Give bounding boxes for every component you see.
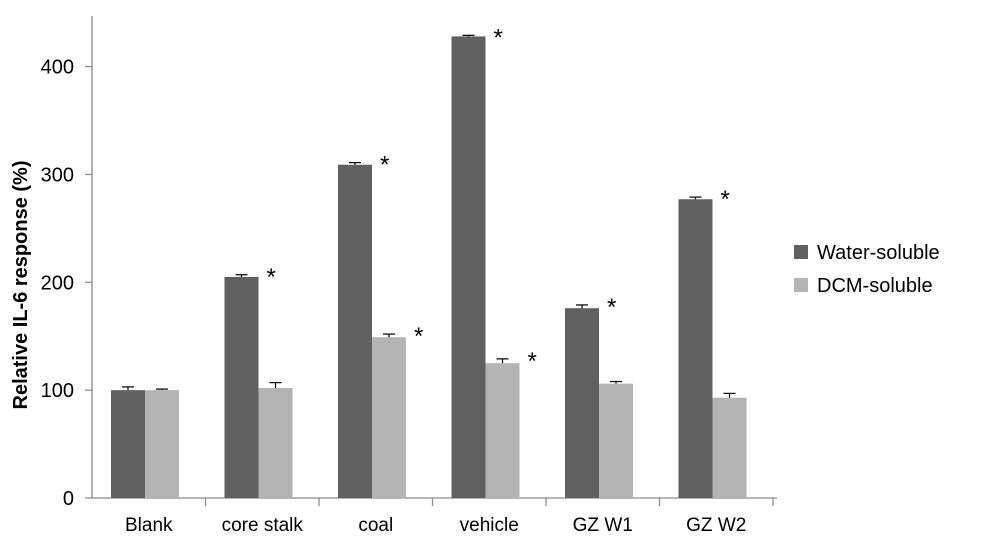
bar [258, 387, 293, 498]
significance-marker: * [607, 294, 616, 321]
y-ticks: 0 100 200 300 400 [41, 57, 92, 510]
legend: Water-soluble DCM-soluble [794, 242, 940, 297]
bar [111, 390, 145, 498]
y-tick-label: 200 [41, 272, 74, 294]
significance-marker: * [494, 24, 503, 51]
significance-marker: * [528, 348, 537, 375]
y-tick-label: 100 [41, 380, 74, 402]
bar [485, 363, 520, 498]
legend-swatch [794, 245, 808, 259]
bar [565, 308, 599, 498]
y-tick-label: 0 [63, 488, 74, 510]
x-tick-label: vehicle [460, 515, 519, 536]
bar [338, 164, 372, 498]
significance-marker: * [267, 264, 276, 291]
bar [712, 397, 747, 498]
legend-label: Water-soluble [817, 242, 940, 264]
bar [451, 36, 486, 498]
significance-marker: * [380, 152, 389, 179]
bar [372, 337, 406, 498]
axes [91, 16, 777, 499]
x-tick-label: Blank [125, 515, 173, 536]
x-tick-label: core stalk [222, 515, 304, 536]
x-tick-label: GZ W1 [573, 515, 633, 536]
y-axis-title: Relative IL-6 response (%) [10, 161, 32, 410]
significance-markers: * * * * * * * [267, 24, 730, 375]
bar [678, 199, 713, 498]
x-tick-label: GZ W2 [686, 515, 746, 536]
bar [599, 383, 633, 498]
significance-marker: * [721, 186, 730, 213]
x-ticks: Blank core stalk coal vehicle GZ W1 GZ W2 [125, 498, 774, 536]
error-bars [122, 34, 736, 398]
legend-label: DCM-soluble [817, 275, 933, 297]
significance-marker: * [414, 323, 423, 350]
x-tick-label: coal [358, 515, 393, 536]
bar [224, 276, 259, 498]
y-tick-label: 300 [41, 164, 74, 186]
bar [145, 390, 179, 498]
bars [111, 36, 747, 498]
y-tick-label: 400 [41, 57, 74, 79]
legend-swatch [794, 278, 808, 292]
